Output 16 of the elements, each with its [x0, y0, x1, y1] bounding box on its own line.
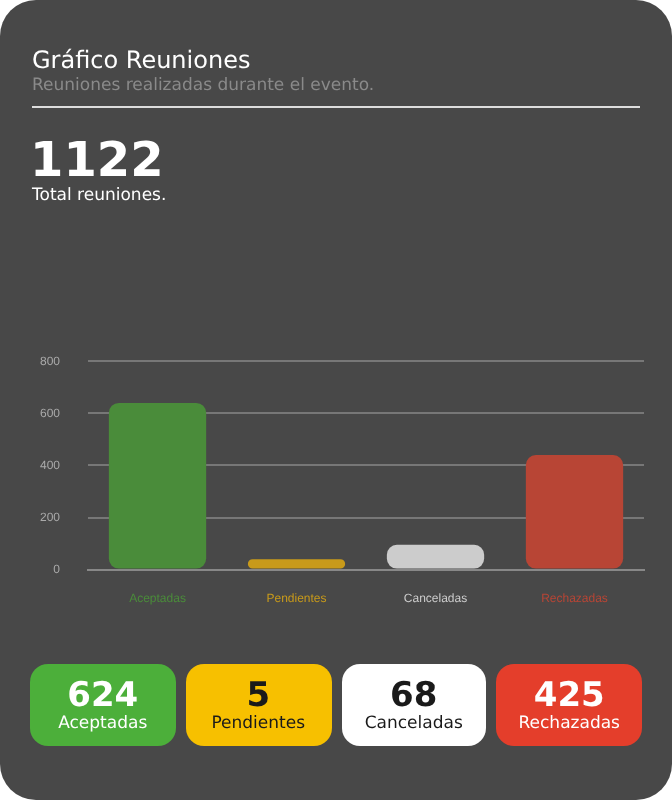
chart-subtitle: Reuniones realizadas durante el evento.: [32, 76, 375, 96]
data-label: 5: [246, 675, 271, 715]
data-label: 68: [390, 675, 438, 715]
bar: [108, 402, 207, 569]
bar: [247, 559, 346, 569]
category-label: Aceptadas: [58, 713, 148, 733]
category-label: Rechazadas: [518, 713, 620, 733]
text: 1122: [30, 132, 164, 188]
text: Total reuniones.: [32, 186, 167, 206]
bar: [525, 454, 624, 569]
data-label: 425: [533, 675, 605, 715]
chart-title: Gráfico Reuniones: [32, 46, 251, 74]
category-label: Canceladas: [364, 713, 463, 733]
bar: [386, 544, 485, 569]
category-label: Pendientes: [211, 713, 306, 733]
data-label: 624: [67, 675, 139, 715]
